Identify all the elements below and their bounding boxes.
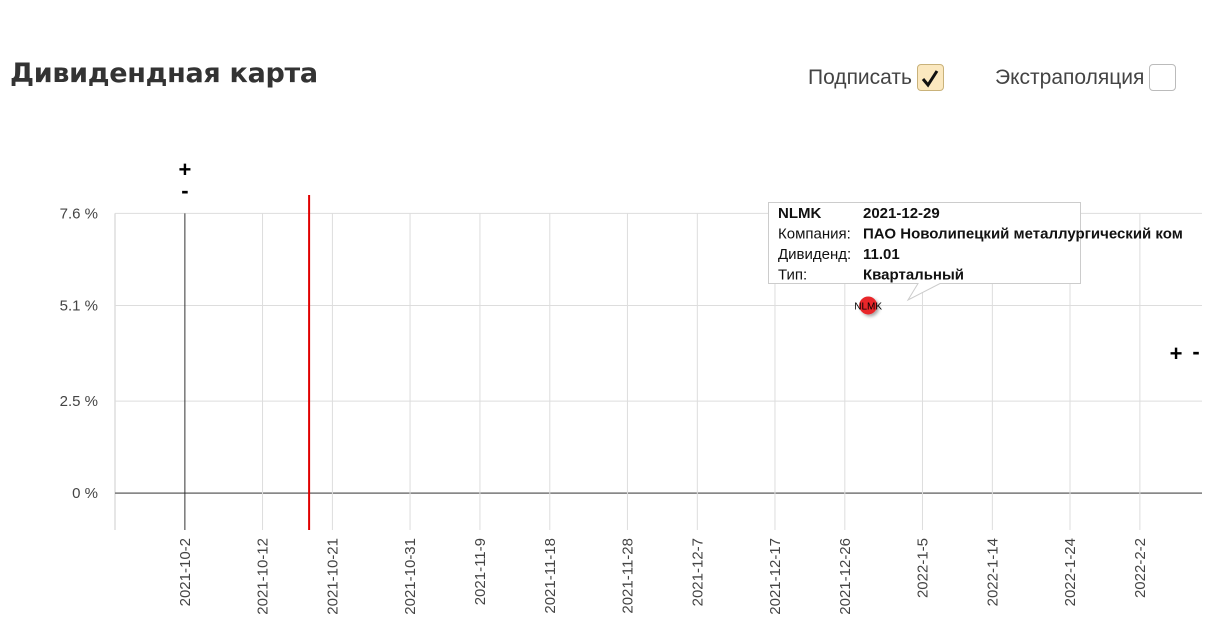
zoom-out[interactable]: - (1192, 339, 1199, 364)
data-point[interactable] (859, 296, 878, 315)
tooltip-value: ПАО Новолипецкий металлургический ком (863, 226, 1183, 243)
y-tick-label: 7.6 % (60, 205, 98, 222)
x-tick-label: 2021-10-31 (402, 538, 419, 615)
y-tick-label: 2.5 % (60, 393, 98, 410)
x-tick-label: 2021-11-28 (619, 538, 636, 614)
x-tick-label: 2021-12-17 (767, 538, 784, 615)
zoom-in[interactable]: + (1170, 341, 1183, 366)
toggle-label: Подписать (808, 65, 912, 89)
zoom-in[interactable]: + (178, 157, 191, 182)
x-tick-label: 2022-1-24 (1062, 538, 1079, 606)
x-tick-label: 2021-10-21 (324, 538, 341, 615)
page-title: Дивидендная карта (10, 58, 318, 89)
tooltip-box (768, 202, 1081, 302)
x-tick-label: 2022-1-5 (914, 538, 931, 598)
y-tick-label: 5.1 % (60, 297, 98, 314)
x-tick-label: 2021-12-7 (689, 538, 706, 606)
label-toggle[interactable]: Подписать (808, 64, 944, 91)
point-label: NLMK (854, 301, 882, 312)
tooltip-value: 11.01 (863, 246, 900, 263)
check-mark (922, 69, 939, 88)
tooltip-value: 2021-12-29 (863, 205, 940, 222)
x-tick-label: 2021-10-2 (177, 538, 194, 606)
x-tick-label: 2021-12-26 (837, 538, 854, 615)
tooltip-value: Квартальный (863, 267, 964, 284)
zoom-out[interactable]: - (181, 178, 188, 203)
y-tick-label: 0 % (72, 485, 98, 502)
checkbox[interactable] (916, 64, 944, 91)
x-tick-label: 2021-10-12 (255, 538, 272, 615)
tooltip-key: Дивиденд: (778, 246, 851, 263)
checkbox[interactable] (1149, 64, 1177, 91)
x-tick-label: 2021-11-9 (472, 538, 489, 605)
extrapolation-toggle[interactable]: Экстраполяция (995, 64, 1177, 91)
x-tick-label: 2022-1-14 (984, 538, 1001, 606)
tooltip-key: Компания: (778, 226, 851, 243)
toggle-label: Экстраполяция (995, 65, 1145, 89)
x-tick-label: 2021-11-18 (542, 538, 559, 614)
x-tick-label: 2022-2-2 (1132, 538, 1149, 598)
tooltip-key: NLMK (778, 205, 821, 222)
tooltip-key: Тип: (778, 267, 807, 284)
tooltip: NLMK 2021-12-29 Компания: ПАО Новолипецкий … (768, 202, 1183, 302)
